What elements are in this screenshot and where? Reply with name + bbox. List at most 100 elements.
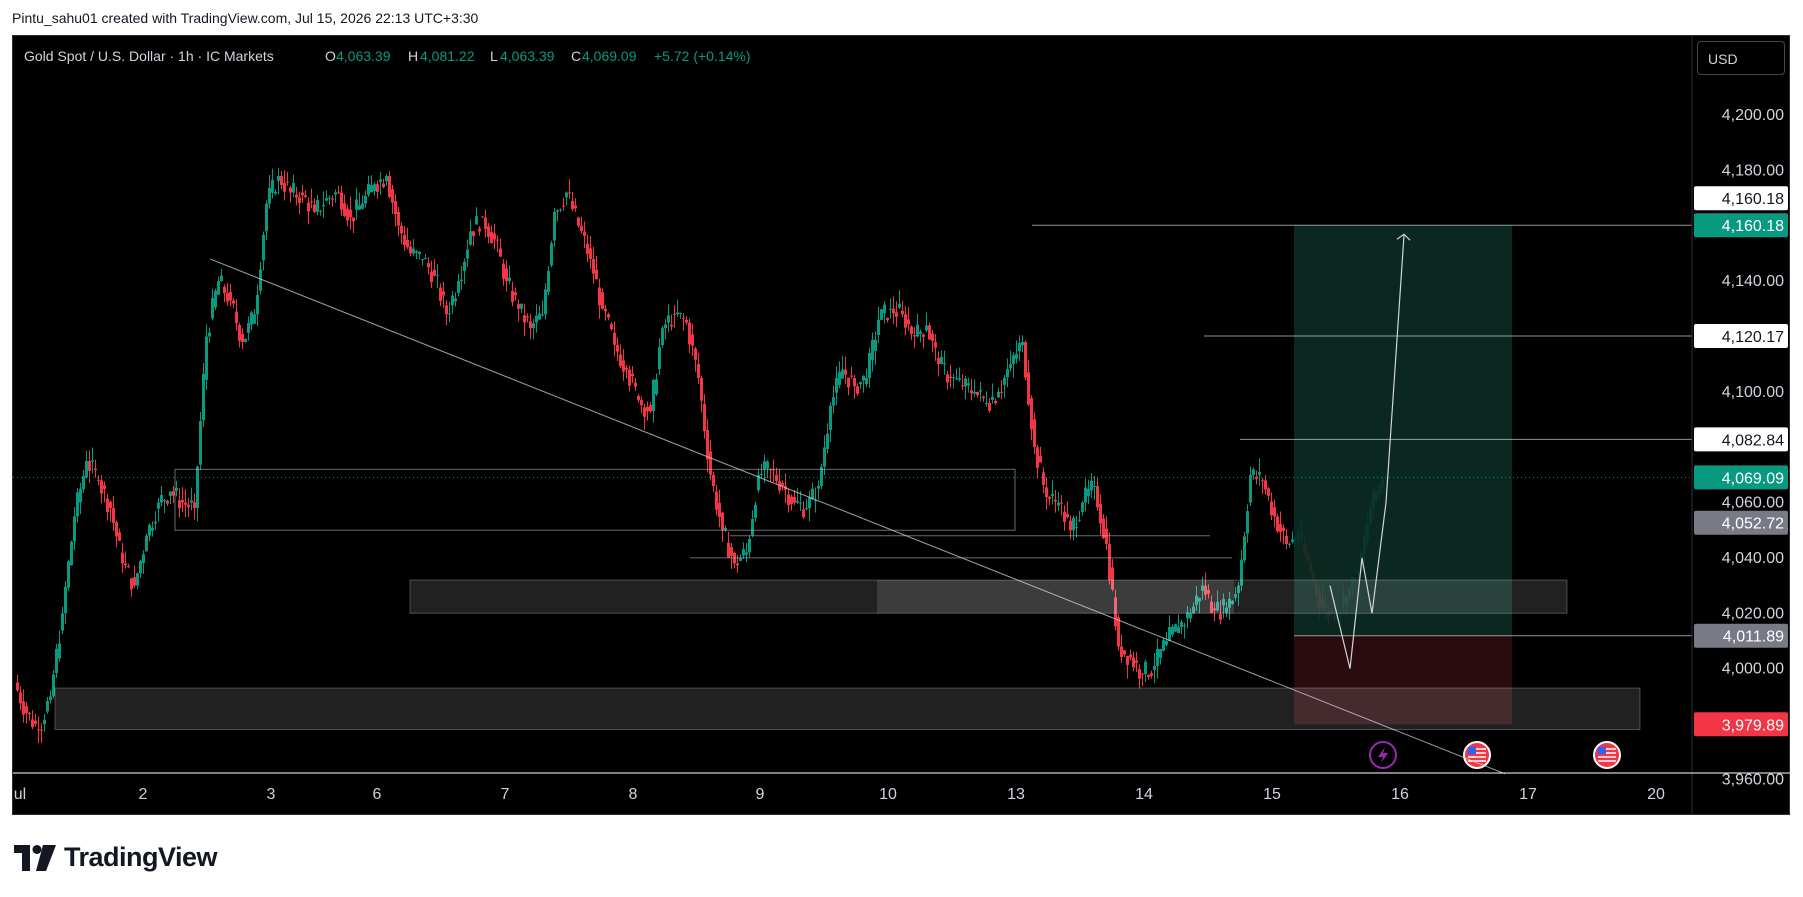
candle-body: [862, 375, 865, 381]
candle-body: [178, 500, 181, 509]
candle-body: [544, 289, 547, 315]
supply-demand-zone-overlap: [877, 580, 1234, 614]
plot-area[interactable]: [16, 167, 1621, 769]
candle-body: [547, 270, 550, 292]
time-axis[interactable]: ul 2 3 6 7 8 9 10 13 14 15 16 17 20: [13, 772, 1790, 803]
candle-body: [64, 586, 67, 614]
candle-body: [211, 297, 214, 319]
candle-body: [1246, 511, 1249, 534]
us-flag-event-icon[interactable]: [1463, 741, 1491, 769]
candle-body: [1015, 353, 1018, 359]
level-price-label-text: 4,052.72: [1722, 516, 1784, 533]
candle-body: [745, 552, 748, 555]
level-price-label[interactable]: 4,052.72: [1694, 510, 1788, 535]
candle-body: [244, 338, 247, 342]
candle-body: [1213, 608, 1216, 611]
candle-body: [553, 211, 556, 241]
candle-body: [43, 719, 46, 724]
candle-body: [643, 407, 646, 417]
candle-body: [1003, 377, 1006, 385]
candle-body: [1099, 503, 1102, 524]
candle-body: [487, 226, 490, 237]
price-label[interactable]: 4,160.18: [1694, 186, 1788, 211]
lightning-event-icon[interactable]: [1369, 741, 1397, 769]
candle-body: [175, 488, 178, 491]
candle-body: [937, 357, 940, 365]
candle-body: [184, 502, 187, 505]
candle-body: [1204, 585, 1207, 595]
candle-body: [313, 204, 316, 212]
candle-body: [955, 378, 958, 380]
supply-demand-zone-lower: [54, 687, 1641, 731]
candle-body: [904, 314, 907, 328]
candle-body: [550, 243, 553, 266]
candle-body: [103, 485, 106, 489]
candle-body: [286, 181, 289, 183]
candle-body: [538, 313, 541, 320]
candle-body: [727, 542, 730, 558]
price-tick-label: 4,020.00: [1722, 605, 1784, 622]
candle-body: [1102, 518, 1105, 539]
price-axis[interactable]: 4,200.00 4,180.00 4,140.00 4,100.00 4,060.00…: [1691, 36, 1788, 815]
price-label[interactable]: 4,120.17: [1694, 323, 1788, 348]
candle-body: [820, 466, 823, 486]
candle-body: [202, 373, 205, 421]
long-position-target-zone: [1294, 225, 1512, 636]
candle-body: [142, 554, 145, 564]
target-price-label[interactable]: 4,160.18: [1694, 213, 1788, 238]
candle-body: [1249, 474, 1252, 503]
candle-body: [22, 701, 25, 715]
candle-body: [631, 373, 634, 377]
projected-path-line: [1329, 235, 1405, 669]
us-flag-event-icon[interactable]: [1593, 741, 1621, 769]
currency-button[interactable]: USD: [1697, 41, 1785, 75]
candle-body: [589, 248, 592, 259]
candle-body: [928, 325, 931, 340]
candle-body: [1231, 600, 1234, 604]
legend-l-label: L: [490, 48, 498, 64]
candle-body: [1183, 625, 1186, 627]
candle-body: [1051, 493, 1054, 496]
candle-body: [289, 187, 292, 193]
candle-body: [667, 315, 670, 323]
candle-body: [856, 386, 859, 394]
time-tick-label: 14: [1135, 786, 1153, 803]
stop-price-label-background: [1694, 712, 1788, 737]
candle-body: [880, 309, 883, 320]
candle-body: [1135, 660, 1138, 663]
candle-body: [907, 319, 910, 325]
candle-body: [1033, 419, 1036, 448]
candle-body: [226, 293, 229, 302]
candle-body: [1081, 502, 1084, 512]
time-tick-label: 10: [879, 786, 897, 803]
price-label-text: 4,160.18: [1722, 191, 1784, 208]
candle-body: [85, 461, 88, 478]
candle-body: [1027, 372, 1030, 405]
legend-high-value: 4,081.22: [420, 48, 475, 64]
candle-body: [805, 508, 808, 510]
candle-body: [517, 304, 520, 309]
candle-body: [901, 310, 904, 315]
candle-body: [523, 315, 526, 323]
stop-price-label[interactable]: 3,979.89: [1694, 712, 1788, 737]
candle-body: [1162, 640, 1165, 651]
candle-body: [385, 175, 388, 182]
candle-body: [1090, 480, 1093, 491]
price-label[interactable]: 4,082.84: [1694, 427, 1788, 452]
level-price-label[interactable]: 4,011.89: [1694, 623, 1788, 648]
candle-body: [205, 336, 208, 380]
candle-body: [730, 547, 733, 556]
candle-body: [283, 183, 286, 192]
candle-body: [559, 209, 562, 211]
candle-body: [982, 396, 985, 399]
target-price-label-text: 4,160.18: [1722, 218, 1784, 235]
candle-body: [49, 696, 52, 701]
candle-body: [520, 303, 523, 309]
current-price-label[interactable]: 4,069.09: [1694, 465, 1788, 490]
candle-body: [919, 331, 922, 334]
tradingview-branding[interactable]: TradingView: [14, 842, 218, 873]
price-tick-label: 4,000.00: [1722, 661, 1784, 678]
candle-body: [94, 468, 97, 471]
candle-body: [79, 488, 82, 503]
